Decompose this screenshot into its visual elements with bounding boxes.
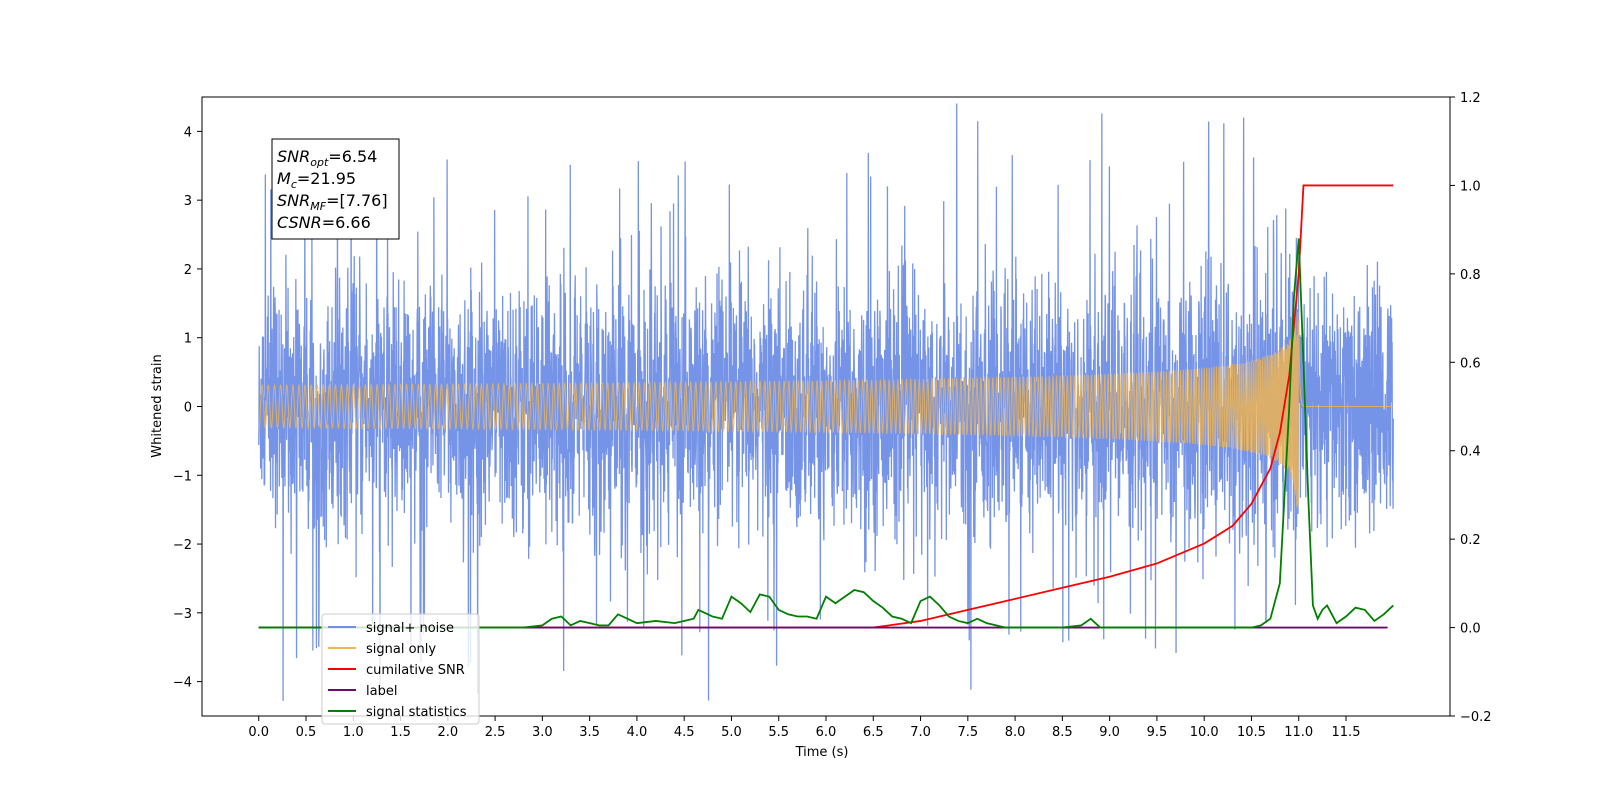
x-tick-label: 4.0	[627, 725, 648, 740]
x-tick-label: 7.0	[910, 725, 931, 740]
x-tick-label: 6.0	[816, 725, 837, 740]
annotation-frame	[271, 138, 400, 240]
y-axis-left: 4 3 2 1 0 −1 −2 −3 −4	[173, 125, 202, 691]
x-tick-label: 9.0	[1099, 725, 1120, 740]
x-tick-label: 3.5	[579, 725, 600, 740]
series-signal-statistics-line	[258, 238, 1394, 629]
x-tick-label: 5.5	[768, 725, 789, 740]
x-tick-label: 4.5	[674, 725, 695, 740]
y-right-tick-label: 1.0	[1460, 179, 1481, 194]
annotation-line: CSNR=6.66	[277, 213, 371, 232]
x-tick-label: 2.0	[437, 725, 458, 740]
y-right-tick-label: 1.2	[1460, 91, 1481, 106]
x-tick-label: 11.5	[1332, 725, 1361, 740]
annotation-line: Mc=21.95	[277, 169, 356, 191]
x-tick-label: 8.0	[1005, 725, 1026, 740]
y-right-tick-label: −0.2	[1460, 710, 1492, 725]
legend-label: cumilative SNR	[366, 663, 465, 678]
legend-label: signal statistics	[366, 705, 467, 720]
legend-frame	[321, 613, 480, 725]
y-axis-right: 1.2 1.0 0.8 0.6 0.4 0.2 0.0 −0.2	[1450, 91, 1492, 725]
series-layer	[258, 103, 1394, 701]
x-tick-label: 9.5	[1147, 725, 1168, 740]
legend-label: label	[366, 684, 397, 699]
x-tick-label: 10.5	[1237, 725, 1266, 740]
legend: signal+ noise signal only cumilative SNR la…	[321, 613, 480, 725]
y-left-tick-label: −1	[173, 469, 192, 484]
y-right-tick-label: 0.4	[1460, 445, 1481, 460]
x-axis-label: Time (s)	[795, 745, 849, 760]
x-tick-label: 2.5	[485, 725, 506, 740]
y-left-tick-label: −3	[173, 607, 192, 622]
x-tick-label: 10.0	[1190, 725, 1219, 740]
y-right-tick-label: 0.8	[1460, 268, 1481, 283]
x-tick-label: 0.5	[296, 725, 317, 740]
x-tick-label: 8.5	[1052, 725, 1073, 740]
x-tick-label: 7.5	[957, 725, 978, 740]
y-left-tick-label: 1	[184, 332, 192, 347]
x-tick-label: 11.0	[1284, 725, 1313, 740]
annotation-line: SNRMF=[7.76]	[277, 191, 388, 213]
x-tick-label: 0.0	[248, 725, 269, 740]
y-left-tick-label: 0	[184, 401, 192, 416]
x-tick-label: 5.0	[721, 725, 742, 740]
y-left-tick-label: 3	[184, 194, 192, 209]
x-axis: 0.0 0.5 1.0 1.5 2.0 2.5 3.0 3.5 4.0 4.5 5.0 5.5 6.0 6…	[248, 716, 1360, 740]
y-left-tick-label: 4	[184, 125, 192, 140]
y-axis-label: Whitened strain	[150, 354, 165, 457]
legend-label: signal only	[366, 642, 436, 657]
series-signal-only-line	[258, 311, 1394, 509]
y-right-tick-label: 0.0	[1460, 622, 1481, 637]
annotation-line: SNRopt=6.54	[277, 147, 377, 169]
y-right-tick-label: 0.2	[1460, 533, 1481, 548]
x-tick-label: 1.5	[390, 725, 411, 740]
y-right-tick-label: 0.6	[1460, 356, 1481, 371]
x-tick-label: 6.5	[863, 725, 884, 740]
y-left-tick-label: −2	[173, 538, 192, 553]
x-tick-label: 3.0	[532, 725, 553, 740]
legend-label: signal+ noise	[366, 621, 454, 636]
y-left-tick-label: −4	[173, 676, 192, 691]
y-left-tick-label: 2	[184, 263, 192, 278]
x-tick-label: 1.0	[343, 725, 364, 740]
